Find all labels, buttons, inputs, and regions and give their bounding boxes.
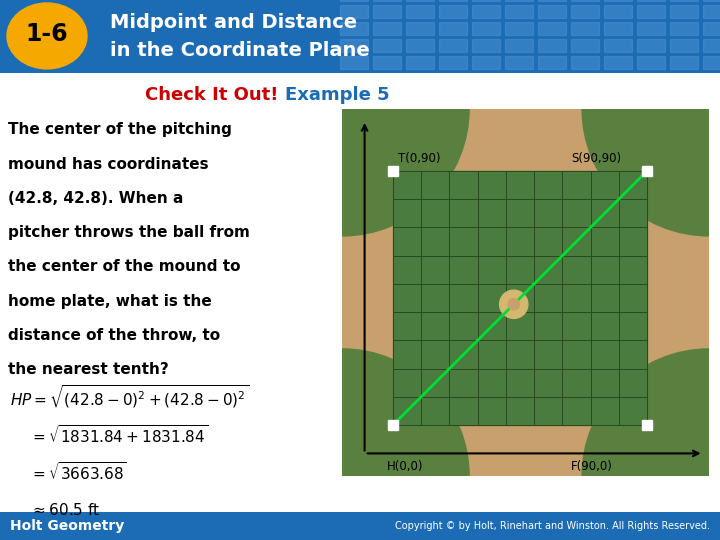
- Bar: [406, 0, 434, 1]
- Bar: [538, 56, 566, 69]
- Text: mound has coordinates: mound has coordinates: [8, 157, 209, 172]
- Text: $= \sqrt{1831.84+1831.84}$: $= \sqrt{1831.84+1831.84}$: [30, 424, 208, 446]
- Text: F(90,0): F(90,0): [571, 461, 613, 474]
- Bar: [388, 166, 397, 176]
- Ellipse shape: [7, 3, 87, 69]
- Bar: [703, 0, 720, 1]
- Circle shape: [500, 290, 528, 319]
- Bar: [340, 39, 368, 52]
- Text: 1-6: 1-6: [26, 22, 68, 46]
- Bar: [340, 0, 368, 1]
- Bar: [472, 56, 500, 69]
- Bar: [472, 5, 500, 18]
- Bar: [637, 22, 665, 35]
- Text: Check It Out!: Check It Out!: [145, 86, 285, 104]
- Bar: [703, 56, 720, 69]
- Bar: [393, 171, 647, 425]
- Bar: [439, 22, 467, 35]
- Circle shape: [582, 0, 720, 236]
- Text: S(90,90): S(90,90): [571, 152, 621, 165]
- Bar: [472, 0, 500, 1]
- Bar: [538, 39, 566, 52]
- Text: T(0,90): T(0,90): [398, 152, 441, 165]
- Text: $= \sqrt{3663.68}$: $= \sqrt{3663.68}$: [30, 461, 127, 483]
- Bar: [340, 56, 368, 69]
- Bar: [571, 0, 599, 1]
- Bar: [439, 0, 467, 1]
- Text: the center of the mound to: the center of the mound to: [8, 259, 240, 274]
- Bar: [439, 39, 467, 52]
- Text: $\mathit{HP} = \sqrt{(42.8-0)^2+(42.8-0)^2}$: $\mathit{HP} = \sqrt{(42.8-0)^2+(42.8-0)…: [10, 384, 249, 411]
- Bar: [406, 5, 434, 18]
- Text: H(0,0): H(0,0): [387, 461, 423, 474]
- Bar: [472, 39, 500, 52]
- Text: home plate, what is the: home plate, what is the: [8, 294, 212, 309]
- Circle shape: [215, 349, 469, 540]
- Bar: [406, 56, 434, 69]
- Text: Holt Geometry: Holt Geometry: [10, 519, 125, 533]
- Bar: [505, 39, 533, 52]
- Bar: [373, 5, 401, 18]
- Bar: [703, 5, 720, 18]
- Bar: [340, 22, 368, 35]
- Text: (42.8, 42.8). When a: (42.8, 42.8). When a: [8, 191, 184, 206]
- Bar: [637, 5, 665, 18]
- Bar: [505, 22, 533, 35]
- Bar: [604, 0, 632, 1]
- Text: distance of the throw, to: distance of the throw, to: [8, 328, 220, 343]
- Bar: [604, 56, 632, 69]
- Bar: [505, 56, 533, 69]
- Bar: [670, 39, 698, 52]
- Bar: [571, 5, 599, 18]
- Bar: [604, 22, 632, 35]
- Text: pitcher throws the ball from: pitcher throws the ball from: [8, 225, 250, 240]
- Bar: [571, 56, 599, 69]
- Bar: [505, 0, 533, 1]
- Text: Midpoint and Distance: Midpoint and Distance: [110, 14, 357, 32]
- Bar: [642, 420, 652, 430]
- Text: The center of the pitching: The center of the pitching: [8, 123, 232, 138]
- Bar: [538, 0, 566, 1]
- Bar: [642, 166, 652, 176]
- Bar: [373, 0, 401, 1]
- Bar: [406, 39, 434, 52]
- Bar: [637, 0, 665, 1]
- Bar: [538, 22, 566, 35]
- Bar: [670, 22, 698, 35]
- Text: in the Coordinate Plane: in the Coordinate Plane: [110, 42, 370, 60]
- Bar: [571, 22, 599, 35]
- Bar: [604, 5, 632, 18]
- Circle shape: [582, 349, 720, 540]
- Bar: [388, 420, 397, 430]
- Bar: [373, 22, 401, 35]
- Bar: [604, 39, 632, 52]
- Bar: [538, 5, 566, 18]
- Bar: [637, 39, 665, 52]
- Text: Copyright © by Holt, Rinehart and Winston. All Rights Reserved.: Copyright © by Holt, Rinehart and Winsto…: [395, 521, 710, 531]
- Bar: [472, 22, 500, 35]
- Circle shape: [215, 0, 469, 236]
- Bar: [439, 5, 467, 18]
- Bar: [703, 39, 720, 52]
- Bar: [340, 5, 368, 18]
- Circle shape: [508, 299, 519, 310]
- Bar: [571, 39, 599, 52]
- Text: $\approx 60.5\ \mathrm{ft}$: $\approx 60.5\ \mathrm{ft}$: [30, 502, 101, 518]
- Bar: [406, 22, 434, 35]
- Text: Example 5: Example 5: [285, 86, 390, 104]
- Bar: [505, 5, 533, 18]
- Bar: [670, 5, 698, 18]
- Bar: [703, 22, 720, 35]
- Bar: [373, 39, 401, 52]
- Text: the nearest tenth?: the nearest tenth?: [8, 362, 168, 377]
- Bar: [637, 56, 665, 69]
- Bar: [373, 56, 401, 69]
- Bar: [670, 56, 698, 69]
- Bar: [670, 0, 698, 1]
- Bar: [439, 56, 467, 69]
